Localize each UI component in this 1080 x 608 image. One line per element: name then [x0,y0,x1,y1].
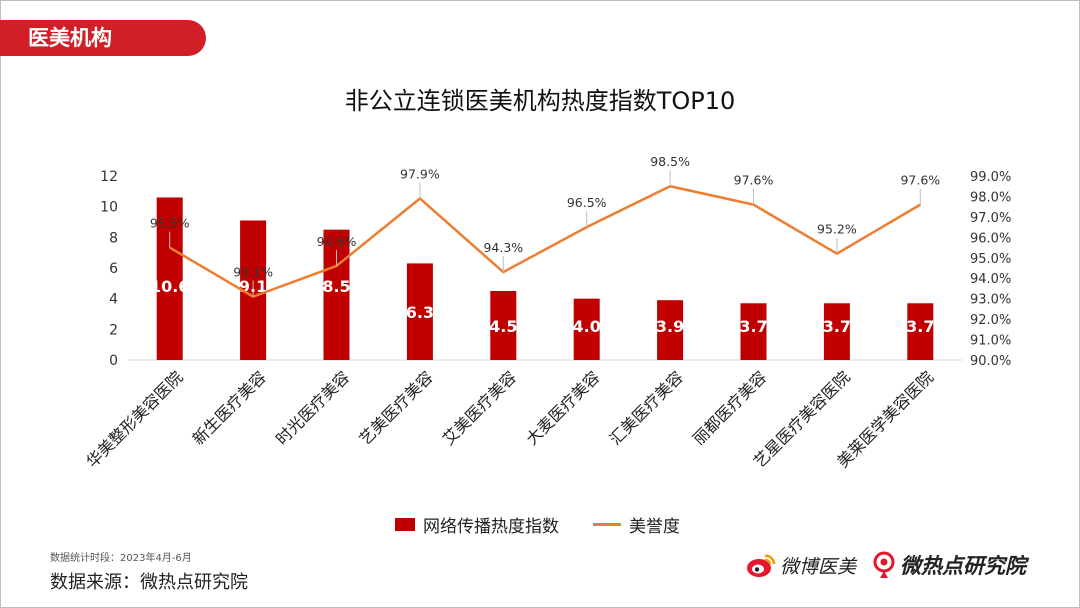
x-category-label: 华美整形美容医院 [83,367,187,471]
bar [740,303,767,360]
stat-period-note: 数据统计时段：2023年4月-6月 [50,553,192,564]
x-category-label: 艾美医疗美容 [439,367,520,448]
legend-bar-swatch [395,517,415,531]
x-category-label: 艺美医疗美容 [355,367,436,448]
x-category-label: 大麦医疗美容 [522,367,603,448]
bar-data-label: 4.5 [489,317,517,336]
y-left-tick-label: 2 [109,322,118,338]
y-left-tick-label: 4 [109,292,118,308]
legend-line-label: 美誉度 [629,516,680,537]
y-right-tick-label: 90.0% [970,354,1011,369]
x-category-label: 时光医疗美容 [272,367,353,448]
y-left-tick-label: 12 [100,169,118,185]
weibo-eye-icon [747,554,776,577]
x-category-label: 汇美医疗美容 [606,367,687,448]
y-left-tick-label: 8 [109,230,118,246]
line-data-label: 94.6% [317,234,357,249]
y-right-tick-label: 91.0% [970,334,1011,349]
line-series: 95.5% 93.1% 94.6% 97.9% 94.3% 96.5% 98.5% 97.6%… [150,154,940,298]
chart-title: 非公立连锁医美机构热度指数TOP10 [344,87,736,115]
y-right-tick-label: 96.0% [970,231,1011,246]
left-axis: 0 2 4 6 8 10 12 [100,169,962,369]
bar-data-label: 3.9 [656,317,684,336]
line-data-label: 97.9% [400,166,440,181]
y-right-tick-label: 92.0% [970,313,1011,328]
line-data-label: 94.3% [483,240,523,255]
bar [406,263,433,360]
line-data-label: 95.5% [150,216,190,231]
weibo-medical-beauty-logo: 微博医美 [746,552,856,579]
combo-chart: 0 2 4 6 8 10 12 90.0% 91.0% 92.0% 93.0% 94.0% 95.0%… [83,154,1012,471]
bar-series: 10.6 9.1 8.56.34.5 4.0 3.9 3.7 3.7 3.7 [150,197,934,360]
y-right-tick-label: 95.0% [970,252,1011,267]
y-left-tick-label: 6 [109,261,118,277]
x-axis-labels: 华美整形美容医院 新生医疗美容 时光医疗美容 艺美医疗美容 艾美医疗美容 大麦医疗美容 汇美… [83,367,938,471]
bar-data-label: 3.7 [739,317,767,336]
weiredian-logo: 微热点研究院 [872,550,1026,580]
bar-data-label: 10.6 [150,277,189,296]
legend-bar-label: 网络传播热度指数 [423,516,559,537]
logo1-text: 微博医美 [780,556,857,578]
bar [823,303,850,360]
y-right-tick-label: 93.0% [970,293,1011,308]
bar [907,303,934,360]
line-data-label: 96.5% [567,195,607,210]
line-data-label: 93.1% [233,265,273,280]
series-line-meiyudu [169,184,921,298]
legend-line-swatch [593,522,621,526]
y-left-tick-label: 0 [109,353,118,369]
y-right-tick-label: 98.0% [970,190,1011,205]
y-right-tick-label: 94.0% [970,272,1011,287]
bar [156,197,183,360]
y-right-tick-label: 97.0% [970,211,1011,226]
data-source: 数据来源：微热点研究院 [50,572,248,593]
section-tag: 医美机构 [0,20,206,56]
x-category-label: 丽都医疗美容 [689,367,770,448]
weiredian-mark-icon [873,551,895,578]
line-data-label: 97.6% [900,173,940,188]
y-right-tick-label: 99.0% [970,170,1011,185]
line-data-label: 98.5% [650,154,690,169]
right-axis: 90.0% 91.0% 92.0% 93.0% 94.0% 95.0% 96.0% 97.0%… [970,170,1011,369]
bar [657,300,684,360]
logo2-text: 微热点研究院 [900,554,1026,578]
section-tag-label: 医美机构 [28,26,112,50]
bar-data-label: 3.7 [823,317,851,336]
chart-legend: 网络传播热度指数 美誉度 [395,512,680,537]
bar [490,291,517,360]
line-data-label: 97.6% [734,173,774,188]
line-data-label: 95.2% [817,222,857,237]
bar-data-label: 4.0 [573,317,601,336]
y-left-tick-label: 10 [100,200,118,216]
bar-data-label: 6.3 [406,303,434,322]
bar-data-label: 8.5 [322,277,350,296]
bar-data-label: 3.7 [906,317,934,336]
bar [573,298,600,360]
x-category-label: 新生医疗美容 [189,367,270,448]
